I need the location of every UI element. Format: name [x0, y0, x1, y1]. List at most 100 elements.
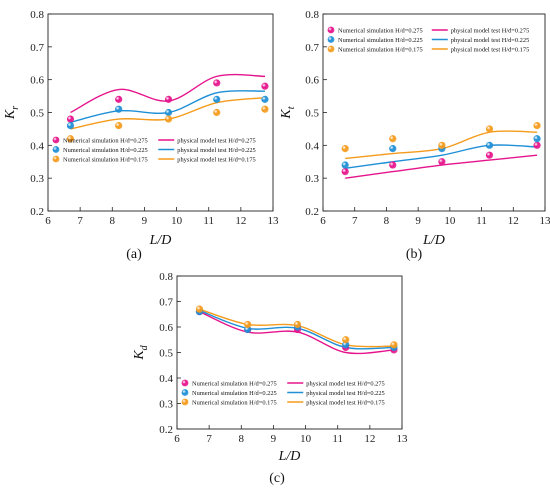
y-tick-label: 0.7 [30, 42, 44, 54]
panel-label: (c) [269, 471, 285, 486]
data-point-h275 [261, 82, 269, 90]
x-tick-label: 8 [239, 433, 245, 445]
legend-marker-h225 [181, 389, 189, 396]
data-point-h225 [213, 95, 221, 103]
data-point-h225 [244, 325, 252, 334]
chart-panel-3: 6 7 8 9 10 11 12 13 0.2 0.3 0.4 0.5 0.6 0.7 0.8 L/D Kd (c… [132, 271, 408, 486]
legend-label: Numerical simulation H/d=0.175 [192, 399, 277, 406]
y-axis-label-sub: t [286, 106, 297, 109]
data-point-h225 [115, 105, 123, 113]
x-tick-label: 13 [397, 433, 409, 445]
x-tick-label: 13 [268, 215, 280, 227]
data-point-h225 [261, 95, 269, 103]
legend-label: Numerical simulation H/d=0.275 [338, 27, 423, 34]
legend-marker-h175 [181, 398, 189, 406]
legend-label: physical model test H/d=0.175 [306, 399, 385, 406]
y-tick-label: 0.3 [159, 399, 173, 411]
legend-label: physical model test H/d=0.225 [451, 37, 530, 44]
y-axis-label-sub: r [10, 106, 21, 110]
data-point-h275 [533, 141, 541, 149]
y-tick-label: 0.4 [159, 373, 173, 385]
data-point-h175 [342, 336, 350, 344]
legend-label: Numerical simulation H/d=0.225 [192, 390, 277, 397]
x-tick-label: 13 [540, 215, 550, 227]
x-tick-label: 7 [77, 215, 83, 227]
data-point-h175 [261, 105, 269, 113]
legend-label: Numerical simulation H/d=0.275 [192, 380, 277, 387]
y-tick-label: 0.7 [159, 297, 173, 309]
x-tick-label: 10 [444, 215, 456, 227]
x-axis-label: L/D [149, 233, 172, 248]
y-tick-label: 0.5 [30, 108, 44, 120]
data-point-h275 [213, 79, 221, 87]
data-point-h175 [533, 122, 541, 130]
data-point-h275 [341, 168, 349, 176]
legend-label: Numerical simulation H/d=0.175 [338, 46, 423, 53]
data-point-h175 [438, 141, 446, 149]
legend-label: physical model test H/d=0.275 [451, 27, 530, 34]
legend-label: Numerical simulation H/d=0.225 [63, 147, 148, 154]
x-axis-label: L/D [422, 233, 445, 248]
legend-label: physical model test H/d=0.225 [177, 147, 256, 154]
data-point-h175 [244, 320, 252, 329]
x-tick-label: 6 [174, 433, 180, 445]
y-axis-label-main: K [279, 109, 294, 120]
data-point-h225 [389, 145, 397, 153]
x-tick-label: 9 [271, 433, 277, 445]
legend: Numerical simulation H/d=0.275 Numerical … [52, 136, 256, 163]
data-point-h175 [390, 341, 398, 349]
data-point-h175 [213, 108, 221, 117]
legend-label: Numerical simulation H/d=0.225 [338, 37, 423, 44]
x-tick-label: 9 [415, 215, 421, 227]
data-point-h275 [438, 158, 446, 166]
panel-label: (b) [406, 247, 423, 262]
x-tick-label: 12 [508, 215, 519, 227]
y-tick-label: 0.8 [159, 271, 173, 283]
legend-marker-h225 [52, 146, 60, 153]
x-tick-label: 11 [332, 433, 343, 445]
y-tick-label: 0.6 [159, 322, 173, 334]
x-tick-label: 12 [364, 433, 375, 445]
data-point-h225 [66, 122, 75, 130]
data-point-h175 [66, 135, 75, 143]
data-point-h175 [164, 115, 173, 123]
data-point-h175 [389, 135, 397, 143]
data-point-h225 [533, 135, 541, 143]
x-tick-label: 12 [235, 215, 246, 227]
x-tick-label: 11 [203, 215, 214, 227]
legend: Numerical simulation H/d=0.275 Numerical … [327, 26, 530, 53]
data-point-h175 [485, 125, 494, 133]
panel-label: (a) [126, 247, 142, 262]
x-tick-label: 9 [142, 215, 148, 227]
legend-marker-h175 [52, 155, 60, 163]
legend-marker-h275 [181, 379, 189, 387]
legend-marker-h225 [327, 36, 335, 43]
data-point-h225 [164, 108, 173, 117]
legend-label: Numerical simulation H/d=0.275 [63, 137, 148, 144]
x-tick-label: 6 [45, 215, 51, 227]
y-axis-label-main: K [132, 350, 147, 361]
y-tick-label: 0.7 [305, 42, 319, 54]
x-tick-label: 7 [206, 433, 212, 445]
y-tick-label: 0.4 [305, 140, 319, 152]
y-tick-label: 0.8 [305, 9, 319, 21]
data-point-h225 [341, 161, 349, 169]
y-axis-label: Kr [3, 106, 21, 120]
series-line-h225 [345, 144, 538, 170]
series-line-h275 [70, 73, 265, 114]
y-tick-label: 0.6 [305, 75, 319, 87]
y-tick-label: 0.3 [30, 173, 44, 185]
chart-panel-2: 6 7 8 9 10 11 12 13 0.2 0.3 0.4 0.5 0.6 0.7 0.8 L/D Kt (b… [279, 9, 550, 262]
data-point-h175 [293, 320, 302, 329]
y-tick-label: 0.2 [159, 424, 173, 436]
legend: Numerical simulation H/d=0.275 Numerical … [181, 379, 385, 406]
legend-label: physical model test H/d=0.275 [306, 380, 385, 387]
x-tick-label: 10 [171, 215, 183, 227]
legend-label: physical model test H/d=0.275 [177, 137, 256, 144]
data-point-h175 [195, 305, 204, 313]
data-point-h225 [485, 141, 494, 149]
legend-marker-h275 [327, 26, 335, 34]
x-tick-label: 10 [300, 433, 312, 445]
y-axis-label-main: K [3, 109, 18, 120]
